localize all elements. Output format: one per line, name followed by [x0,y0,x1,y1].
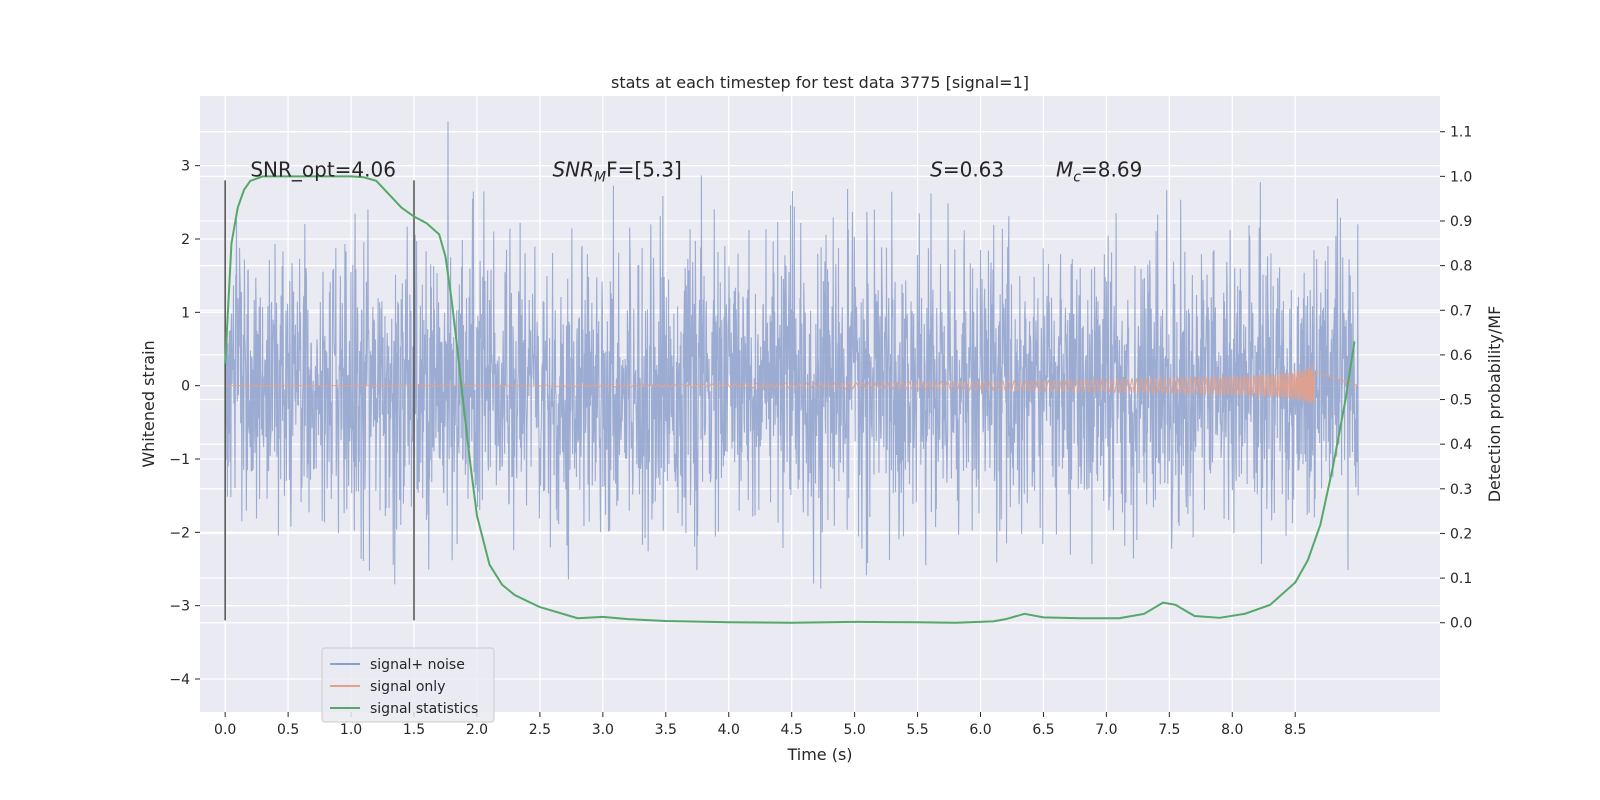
y-right-axis-ticks: 1.1 1.0 0.9 0.8 0.7 0.6 0.5 0.4 0.3 0.2 0.1 0.0 [1440,125,1472,632]
y-left-tick-label: −2 [169,525,190,541]
x-tick-label: 2.5 [529,722,551,738]
x-tick-label: 5.0 [843,722,865,738]
y-left-tick-label: 2 [181,232,190,248]
x-tick-label: 8.5 [1284,722,1306,738]
annotation-2: S=0.63 [930,157,1004,181]
signal-statistics-line [224,175,1356,624]
y-right-tick-label: 0.4 [1450,437,1472,453]
x-tick-label: 0.5 [277,722,299,738]
y-left-tick-label: −3 [169,599,190,615]
vertical-markers [224,180,415,621]
y-right-tick-label: 0.7 [1450,303,1472,319]
annotation-1: SNRMF=[5.3] [552,157,681,185]
y-left-tick-label: 0 [181,379,190,395]
x-tick-label: 1.0 [340,722,362,738]
series-signal-statistics [224,175,1356,624]
y-right-tick-label: 0.1 [1450,571,1472,587]
y-right-tick-label: 0.6 [1450,348,1472,364]
x-tick-label: 4.0 [718,722,740,738]
y-right-tick-label: 0.2 [1450,526,1472,542]
x-tick-label: 0.0 [214,722,236,738]
x-tick-label: 6.0 [969,722,991,738]
y-left-tick-label: −1 [169,452,190,468]
chart-title: stats at each timestep for test data 377… [611,73,1029,92]
y-left-axis-ticks: 3 2 1 0 −1 −2 −3 −4 [169,159,200,688]
series-signal-only [225,363,1359,405]
x-tick-label: 3.5 [655,722,677,738]
legend-label: signal+ noise [370,657,465,673]
x-tick-label: 1.5 [403,722,425,738]
y-right-tick-label: 0.3 [1450,482,1472,498]
x-tick-label: 5.5 [906,722,928,738]
x-tick-label: 3.0 [592,722,614,738]
y-left-tick-label: −4 [169,672,190,688]
x-tick-label: 8.0 [1221,722,1243,738]
signal-only-line [225,363,1359,405]
annotation-0: SNR_opt=4.06 [250,157,396,181]
y-right-axis-label: Detection probability/MF [1485,306,1504,503]
y-right-tick-label: 0.9 [1450,214,1472,230]
x-axis-label: Time (s) [786,745,852,764]
y-left-tick-label: 1 [181,305,190,321]
x-tick-label: 6.5 [1032,722,1054,738]
x-tick-label: 4.5 [781,722,803,738]
x-tick-label: 7.5 [1158,722,1180,738]
legend-box [321,647,495,723]
x-axis-ticks: 0.0 0.5 1.0 1.5 2.0 2.5 3.0 3.5 4.0 4.5 5.0 5.5 6.0 6… [214,712,1306,738]
annotation-3: Mc=8.69 [1056,157,1142,185]
y-right-tick-label: 0.0 [1450,616,1472,632]
y-right-tick-label: 0.5 [1450,393,1472,409]
legend: signal+ noise signal only signal statistic… [321,647,495,723]
legend-label: signal statistics [370,701,478,717]
legend-label: signal only [370,679,445,695]
x-tick-label: 7.0 [1095,722,1117,738]
y-right-tick-label: 1.0 [1450,169,1472,185]
x-tick-label: 2.0 [466,722,488,738]
y-left-axis-label: Whitened strain [139,340,158,467]
y-left-tick-label: 3 [181,159,190,175]
y-right-tick-label: 0.8 [1450,259,1472,275]
y-right-tick-label: 1.1 [1450,125,1472,141]
annotations: SNR_opt=4.06 SNRMF=[5.3] S=0.63 Mc=8.69 [250,157,1142,185]
